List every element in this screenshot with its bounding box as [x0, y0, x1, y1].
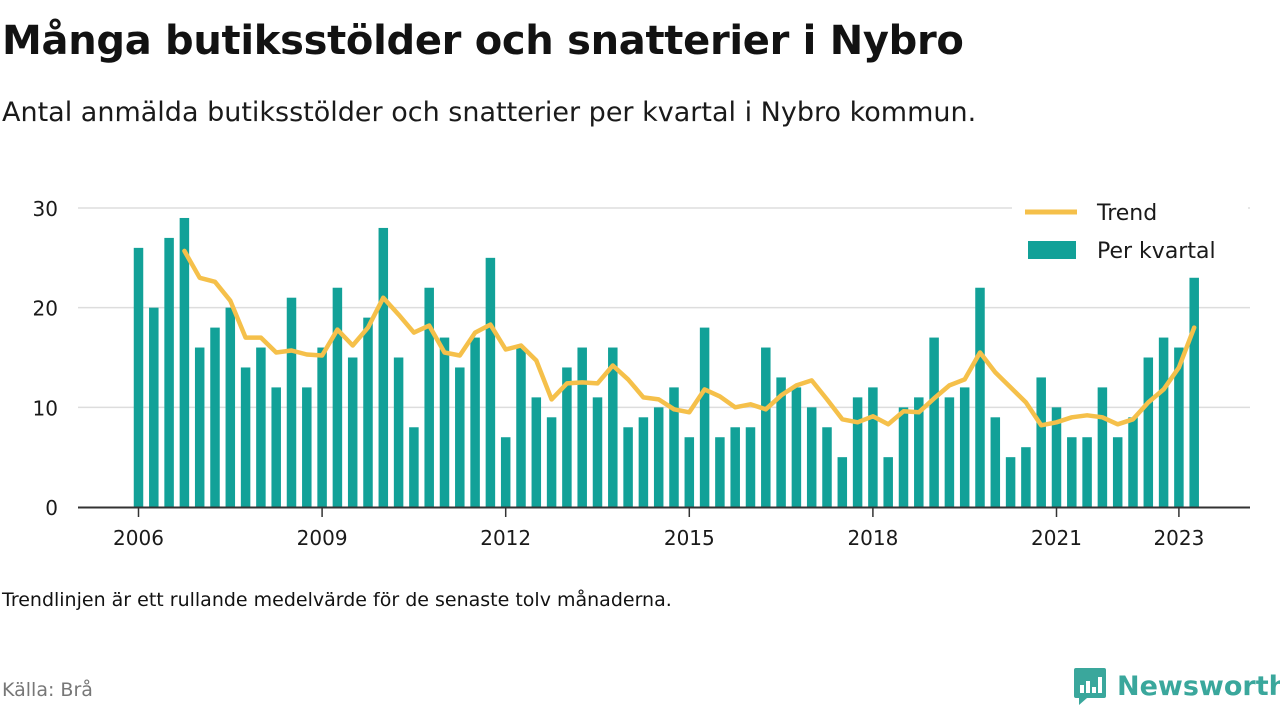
bar	[684, 437, 695, 507]
trend-series	[182, 248, 1197, 428]
brand-name: Newsworthy	[1117, 670, 1280, 702]
source-label: Källa: Brå	[2, 679, 93, 701]
bar	[347, 357, 358, 507]
bar	[1036, 377, 1046, 507]
bar	[485, 257, 496, 507]
bar	[898, 407, 909, 507]
x-tick-label: 2018	[847, 526, 898, 550]
bar	[546, 417, 557, 507]
bar	[363, 317, 373, 507]
bar	[1128, 417, 1138, 507]
bar	[179, 217, 190, 507]
bar	[149, 307, 159, 507]
bar	[393, 357, 404, 507]
y-tick-label: 20	[33, 297, 58, 321]
bar	[914, 397, 924, 507]
bar	[959, 387, 970, 507]
bar	[531, 397, 542, 507]
bar	[409, 427, 419, 507]
x-tick-label: 2015	[664, 526, 715, 550]
brand-link[interactable]: Newsworthy	[1073, 666, 1280, 706]
y-tick-label: 30	[33, 197, 58, 221]
bar	[317, 347, 327, 507]
bar	[516, 347, 526, 507]
bar	[424, 287, 434, 507]
bar	[1174, 347, 1184, 507]
bar	[1112, 437, 1123, 507]
bar	[608, 347, 618, 507]
bar	[577, 347, 587, 507]
bar	[1051, 407, 1062, 507]
bar	[1067, 437, 1077, 507]
bar	[669, 387, 679, 507]
trend-line	[182, 248, 1197, 428]
y-axis-ticks: 0 10 20 30	[33, 197, 58, 520]
bar	[761, 347, 771, 507]
legend: Trend Per kvartal	[1012, 192, 1248, 276]
bar	[240, 367, 251, 507]
bar	[776, 377, 786, 507]
bar	[745, 427, 756, 507]
bar	[730, 427, 740, 507]
x-tick-label: 2006	[113, 526, 164, 550]
bar	[975, 287, 985, 507]
bar	[332, 287, 343, 507]
legend-background	[1012, 192, 1248, 276]
legend-bar-label: Per kvartal	[1097, 239, 1216, 264]
legend-bar-swatch	[1028, 241, 1076, 259]
bar	[164, 237, 174, 507]
chart-title: Många butiksstölder och snatterier i Nyb…	[2, 18, 964, 64]
bar	[990, 417, 1001, 507]
bar	[929, 337, 939, 507]
chart-subtitle: Antal anmälda butiksstölder och snatteri…	[2, 97, 977, 128]
legend-trend-label: Trend	[1096, 201, 1157, 226]
bar	[470, 337, 480, 507]
bar	[868, 387, 878, 507]
x-tick-label: 2021	[1031, 526, 1082, 550]
bar	[837, 457, 848, 507]
bar	[1189, 277, 1199, 507]
bar	[378, 227, 389, 507]
bar	[822, 427, 832, 507]
bar	[653, 407, 664, 507]
bar-series	[133, 217, 1199, 507]
bar	[638, 417, 649, 507]
bar	[806, 407, 817, 507]
bar	[592, 397, 603, 507]
bar	[256, 347, 266, 507]
bar	[194, 347, 205, 507]
bar	[286, 297, 297, 507]
trend-note: Trendlinjen är ett rullande medelvärde f…	[2, 589, 672, 611]
bar	[791, 387, 802, 507]
bar	[302, 387, 312, 507]
y-tick-label: 10	[33, 396, 58, 420]
y-tick-label: 0	[45, 496, 58, 520]
bar	[1082, 437, 1092, 507]
x-tick-label: 2012	[480, 526, 531, 550]
bar	[699, 327, 710, 507]
bar	[852, 397, 863, 507]
bar	[455, 367, 465, 507]
bar	[210, 327, 220, 507]
x-tick-label: 2023	[1153, 526, 1204, 550]
bar	[715, 437, 725, 507]
x-tick-label: 2009	[297, 526, 348, 550]
bar	[271, 387, 281, 507]
bar	[1021, 447, 1031, 507]
bar	[562, 367, 572, 507]
x-axis-ticks: 2006 2009 2012 2015 2018 2021 2023	[113, 507, 1204, 550]
bar	[883, 457, 893, 507]
bar	[944, 397, 955, 507]
bar	[1005, 457, 1016, 507]
chart: 0 10 20 30 2006 2009 2012 2015 2018 2021 2023 Tre…	[32, 192, 1250, 550]
bar	[623, 427, 633, 507]
bar	[1097, 387, 1108, 507]
bar	[1143, 357, 1154, 507]
newsworthy-logo-icon	[1074, 668, 1106, 705]
bar	[439, 337, 450, 507]
bar	[225, 307, 236, 507]
bar	[1158, 337, 1169, 507]
bar	[500, 437, 511, 507]
bar	[133, 247, 144, 507]
